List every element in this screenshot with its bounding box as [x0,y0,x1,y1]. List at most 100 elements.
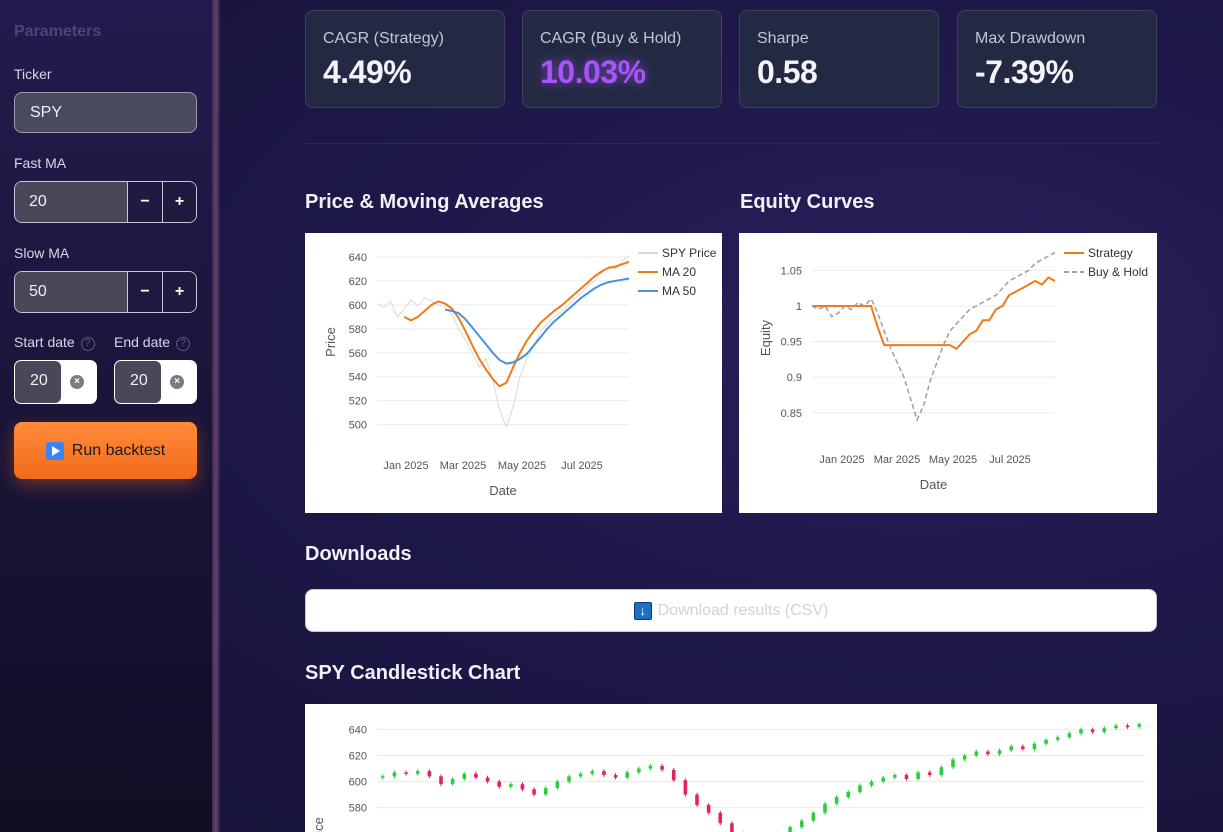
y-tick-label: 640 [349,252,367,264]
metric-value: 4.49% [323,54,412,90]
candle-body [543,788,548,795]
help-icon[interactable]: ? [80,337,95,351]
price-chart-title: Price & Moving Averages [305,191,544,213]
fast-ma-increment-button[interactable]: + [162,182,196,222]
fast-ma-stepper: 20 − + [14,181,197,223]
fast-ma-label: Fast MA [14,155,67,171]
candle-body [1032,743,1037,749]
candle-body [846,791,851,798]
x-tick-label: Jul 2025 [561,460,603,472]
candle-body [1055,737,1060,740]
metric-value: -7.39% [975,54,1074,90]
candle-body [1137,724,1141,727]
candle-body [1067,733,1072,738]
x-axis-label: Date [489,483,516,498]
equity-chart-svg: 0.85 0.9 0.95 1 1.05 Jan 2025 Mar 2025 May 2025… [758,246,1148,492]
y-tick-label: 500 [349,420,367,432]
candle-body [439,776,443,785]
candle-body [1009,746,1013,751]
candle-body [718,812,723,824]
slow-ma-decrement-button[interactable]: − [128,272,162,312]
candle-body [637,768,641,773]
candle-body [567,776,571,782]
sidebar [0,0,212,832]
candle-body [695,794,699,805]
candle-body [799,820,804,828]
end-date-label: End date? [114,334,191,351]
y-tick-label: 520 [349,396,367,408]
downloads-title: Downloads [305,543,412,565]
candlestick-chart[interactable]: 580 600 620 640 Price [305,704,1157,832]
run-backtest-button[interactable]: Run backtest [14,422,197,479]
slow-ma-label: Slow MA [14,245,70,261]
start-date-input[interactable]: 20 [15,361,61,403]
y-tick-label: 1.05 [781,265,802,277]
candle-body [881,777,885,782]
candle-body [1079,729,1083,734]
candle-body [858,785,862,792]
candle-body [462,773,467,779]
y-tick-label: 640 [349,724,367,736]
candle-body [962,755,967,760]
candle-body [404,772,408,774]
metric-card-sharpe: Sharpe 0.58 [739,10,939,108]
candle-body [485,777,490,782]
candle-body [1090,729,1095,733]
candle-body [555,781,560,789]
candle-body [986,751,990,755]
y-tick-label: 560 [349,348,367,360]
candle-body [939,767,944,776]
candle-body [602,771,606,776]
candle-body [532,789,536,795]
candlestick-title: SPY Candlestick Chart [305,662,521,684]
legend-label: SPY Price [662,246,717,260]
sidebar-title: Parameters [14,23,102,40]
y-tick-label: 620 [349,750,367,762]
candle-body [869,781,874,786]
legend-label: Buy & Hold [1088,265,1148,279]
series-line [811,251,1056,423]
price-chart[interactable]: 500 520 540 560 580 600 620 640 Jan 2025 Mar 2025… [305,233,722,513]
clear-icon[interactable]: × [70,375,84,389]
candle-body [974,751,979,756]
slow-ma-increment-button[interactable]: + [162,272,196,312]
ticker-input[interactable]: SPY [14,92,197,133]
metric-label: CAGR (Strategy) [323,30,444,47]
candle-body [904,775,909,779]
candle-body [625,772,629,778]
candle-body [1102,728,1107,733]
start-date-label-text: Start date [14,334,75,350]
y-tick-label: 580 [349,324,367,336]
legend-label: Strategy [1088,246,1133,260]
x-tick-label: Mar 2025 [874,454,920,466]
candle-body [381,776,385,778]
play-icon [45,441,64,460]
metric-value: 10.03% [540,54,646,90]
legend-label: MA 20 [662,265,696,279]
x-tick-label: Jul 2025 [989,454,1031,466]
metric-card-max-drawdown: Max Drawdown -7.39% [957,10,1157,108]
metric-card-cagr-buy-hold: CAGR (Buy & Hold) 10.03% [522,10,722,108]
clear-icon[interactable]: × [170,375,184,389]
y-axis-label: Equity [758,319,773,356]
fast-ma-input[interactable]: 20 [15,182,128,222]
help-icon[interactable]: ? [176,337,191,351]
download-csv-button[interactable]: ↓ Download results (CSV) [305,589,1157,632]
equity-chart[interactable]: 0.85 0.9 0.95 1 1.05 Jan 2025 Mar 2025 May 2025… [739,233,1157,513]
series-line [812,276,1056,350]
candle-body [811,812,816,821]
ticker-label: Ticker [14,66,52,82]
candle-body [730,823,734,832]
fast-ma-decrement-button[interactable]: − [128,182,162,222]
metric-label: CAGR (Buy & Hold) [540,30,682,47]
end-date-input[interactable]: 20 [115,361,161,403]
y-tick-label: 0.85 [781,408,802,420]
candle-body [834,797,839,804]
candle-body [1114,725,1118,729]
candle-body [893,775,897,778]
metric-label: Max Drawdown [975,30,1086,47]
sidebar-resize-handle[interactable] [212,0,220,832]
y-tick-label: 620 [349,276,367,288]
candle-body [497,781,501,787]
slow-ma-input[interactable]: 50 [15,272,128,312]
